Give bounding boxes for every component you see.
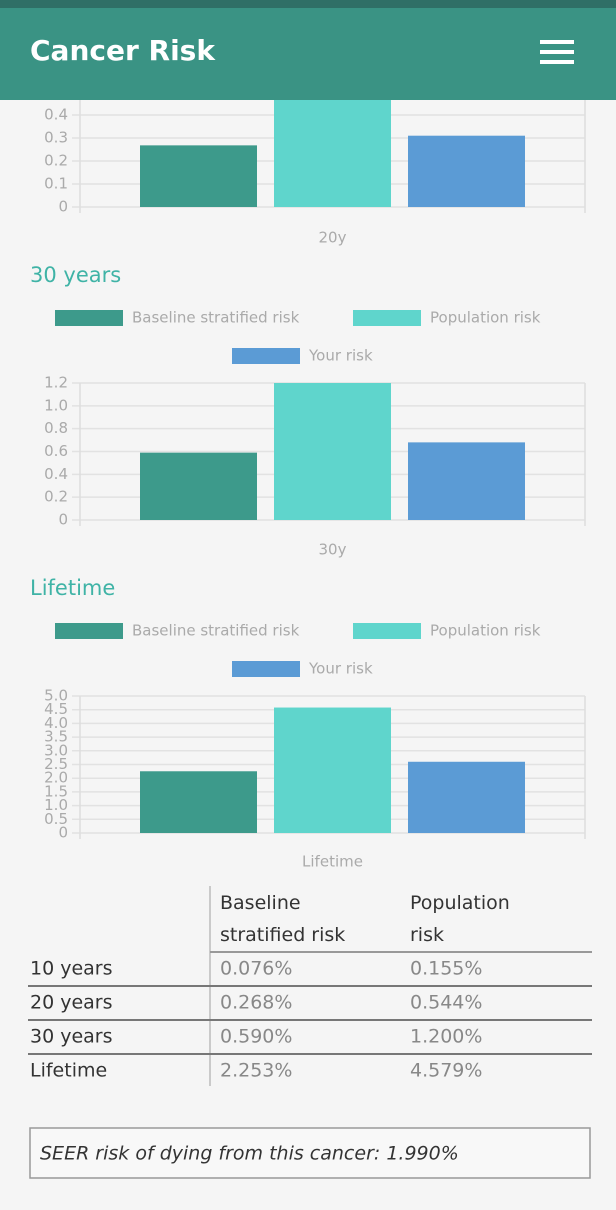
footer-box [29,1127,591,1179]
bar [274,81,391,207]
legend-label: Population risk [430,309,541,327]
y-tick-label: 0 [58,824,68,842]
table-cell: 2.253% [220,1060,292,1082]
y-tick-label: 0.3 [44,129,68,147]
table-cell: 4.579% [410,1060,482,1082]
y-tick-label: 0 [58,198,68,216]
legend-label: Your risk [308,347,373,365]
table-cell: 0.076% [220,958,292,980]
y-tick-label: 4.0 [44,714,68,732]
legend-swatch [353,310,421,326]
x-tick-label: Lifetime [302,853,363,871]
y-tick-label: 1.2 [44,374,68,392]
bar [408,135,525,207]
menu-bar[interactable] [540,60,574,64]
risk-table: Baseline stratified risk Population risk 10 … [28,886,592,1086]
column-header: Population risk [410,892,510,946]
table-cell: 0.268% [220,992,292,1014]
y-tick-label: 3.5 [44,728,68,746]
app-bar: Cancer Risk [0,0,616,100]
menu-bar[interactable] [540,50,574,54]
y-tick-label: 0.8 [44,419,68,437]
y-tick-label: 3.0 [44,741,68,759]
table-cell: 1.200% [410,1026,482,1048]
y-tick-label: 1.0 [44,796,68,814]
y-tick-label: 4.5 [44,700,68,718]
bar [140,771,257,833]
y-tick-label: 0.1 [44,175,68,193]
y-tick-label: 0.5 [44,810,68,828]
legend-swatch [353,623,421,639]
y-tick-label: 0.2 [44,152,68,170]
section-title: 30 years [30,263,121,287]
app-title: Cancer Risk [30,34,216,67]
y-tick-label: 5.0 [44,687,68,705]
x-tick-label: 30y [319,541,347,559]
bar [408,442,525,520]
table-cell: 0.544% [410,992,482,1014]
y-tick-label: 0 [58,511,68,529]
y-tick-label: 0.2 [44,488,68,506]
y-tick-label: 0.6 [44,442,68,460]
status-bar [0,0,616,8]
bar [408,761,525,833]
bar [140,452,257,520]
row-label: 10 years [30,958,113,980]
table-cell: 0.155% [410,958,482,980]
x-tick-label: 20y [319,229,347,247]
legend-swatch [232,661,300,677]
row-label: 20 years [30,992,113,1014]
section-title: Lifetime [30,576,115,600]
y-tick-label: 1.5 [44,782,68,800]
legend-swatch [232,348,300,364]
legend-label: Your risk [308,660,373,678]
app-bar-bg [0,0,616,100]
legend-label: Baseline stratified risk [132,622,300,640]
column-header: Baseline stratified risk [220,892,345,946]
menu-bar[interactable] [540,40,574,44]
bar [274,707,391,833]
charts: 0 0.1 0.2 0.3 0.4 20y 30 years Baseline stratif… [30,69,586,871]
y-tick-label: 2.0 [44,769,68,787]
y-tick-label: 2.5 [44,755,68,773]
y-tick-label: 0.4 [44,106,68,124]
y-tick-label: 0.4 [44,465,68,483]
bar [140,145,257,207]
legend-swatch [55,310,123,326]
row-label: 30 years [30,1026,113,1048]
bar [274,383,391,520]
legend-label: Population risk [430,622,541,640]
y-tick-label: 1.0 [44,396,68,414]
row-label: Lifetime [30,1060,107,1082]
table-cell: 0.590% [220,1026,292,1048]
legend-label: Baseline stratified risk [132,309,300,327]
menu-button[interactable] [540,40,574,64]
footer-text: SEER risk of dying from this cancer: 1.9… [40,1143,459,1165]
legend-swatch [55,623,123,639]
